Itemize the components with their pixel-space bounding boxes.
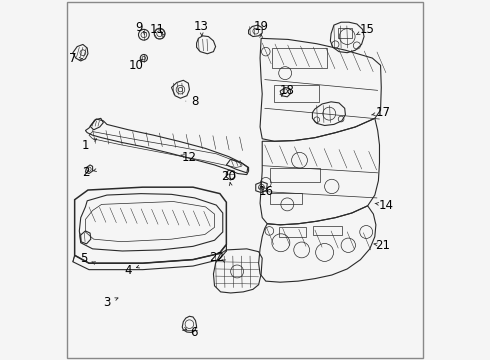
Text: 8: 8 [191, 95, 198, 108]
Text: 3: 3 [103, 296, 111, 309]
Text: 16: 16 [258, 185, 273, 198]
Text: 14: 14 [379, 199, 394, 212]
Text: 18: 18 [280, 84, 295, 97]
Text: 12: 12 [182, 151, 197, 164]
Text: 2: 2 [82, 166, 89, 179]
Text: 9: 9 [135, 21, 143, 34]
Bar [279, 226, 306, 237]
Text: 10: 10 [128, 59, 143, 72]
Text: 17: 17 [375, 106, 391, 119]
Text: 19: 19 [254, 20, 269, 33]
Text: 13: 13 [194, 20, 209, 33]
Text: 5: 5 [80, 252, 87, 265]
Text: 15: 15 [360, 23, 374, 36]
Bar [270, 168, 320, 182]
Text: 6: 6 [190, 326, 198, 339]
Bar [272, 48, 327, 68]
Text: 20: 20 [221, 170, 236, 183]
Text: 7: 7 [69, 52, 76, 65]
Bar [270, 193, 302, 204]
Text: 21: 21 [375, 239, 391, 252]
Bar [274, 85, 318, 102]
Bar [338, 28, 352, 39]
Bar [313, 226, 342, 234]
Text: 11: 11 [149, 23, 165, 36]
Text: 1: 1 [82, 139, 89, 152]
Text: 4: 4 [124, 264, 132, 277]
Text: 22: 22 [209, 251, 224, 264]
